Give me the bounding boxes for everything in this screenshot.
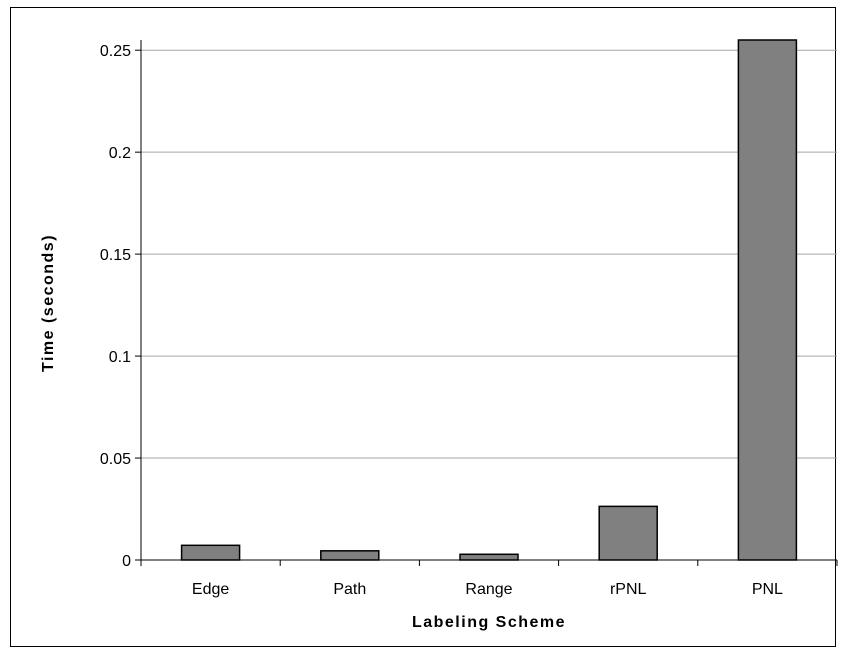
y-tick-label: 0	[122, 553, 131, 570]
axes	[135, 40, 838, 566]
bar-rpnl	[598, 505, 658, 561]
gridlines	[141, 49, 837, 459]
bar-edge	[180, 544, 241, 561]
y-tick-label: 0.1	[109, 349, 131, 366]
x-tick-labels: Edge Path Range rPNL PNL	[192, 581, 783, 598]
x-tick-label: rPNL	[610, 581, 647, 598]
x-tick-label: Edge	[192, 581, 229, 598]
y-tick-label: 0.05	[100, 451, 131, 468]
y-tick-label: 0.2	[109, 145, 131, 162]
x-tick-label: Path	[333, 581, 366, 598]
bar-range	[459, 553, 519, 561]
bars	[180, 39, 798, 561]
y-tick-label: 0.15	[100, 247, 131, 264]
x-tick-label: PNL	[752, 581, 783, 598]
bar-path	[320, 550, 380, 561]
y-tick-label: 0.25	[100, 43, 131, 60]
chart-frame	[10, 7, 836, 647]
bar-pnl	[737, 39, 798, 561]
x-axis-title: Labeling Scheme	[412, 614, 566, 631]
y-axis-title: Time (seconds)	[40, 234, 57, 372]
x-tick-label: Range	[465, 581, 512, 598]
y-tick-labels: 0 0.05 0.1 0.15 0.2 0.25	[100, 43, 131, 570]
